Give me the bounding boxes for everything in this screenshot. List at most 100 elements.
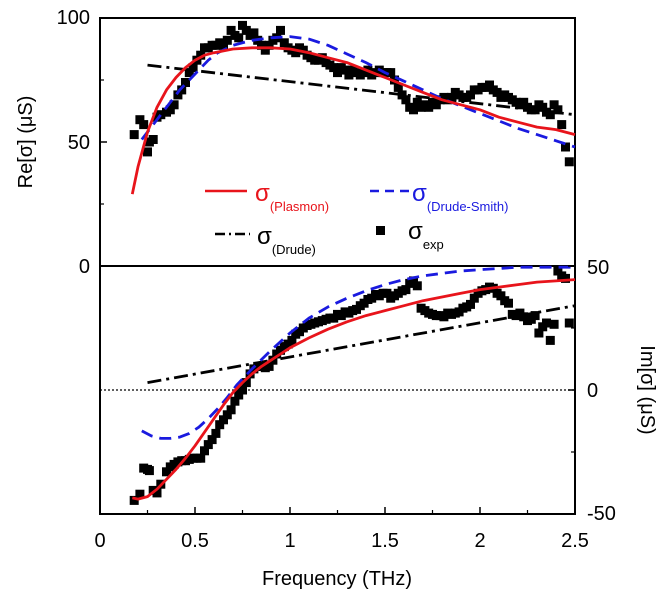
data-point-exp-34: [260, 45, 270, 55]
series-line-drude: [147, 304, 576, 384]
y-tick-label-1: 50: [68, 132, 90, 154]
data-point-exp-74: [412, 281, 422, 291]
data-point-exp-0: [129, 130, 139, 140]
data-point-exp-79: [431, 100, 441, 110]
data-point-exp-42: [291, 48, 301, 58]
data-point-exp-29: [241, 378, 251, 388]
data-point-exp-10: [169, 100, 179, 110]
data-point-exp-7: [156, 110, 166, 120]
legend: σ(Plasmon) σ(Drude-Smith) σ(Drude) σexp: [205, 180, 508, 257]
top-plot-frame: [99, 17, 576, 267]
data-point-exp-28: [238, 20, 247, 30]
legend-entry-plasmon: σ(Plasmon): [255, 180, 329, 214]
data-point-exp-88: [466, 90, 475, 100]
x-tick-label-0: 0: [94, 530, 105, 552]
data-point-exp-69: [393, 82, 403, 92]
data-point-exp-71: [401, 95, 411, 105]
y-tick-label-0: 0: [79, 256, 90, 278]
data-point-exp-96: [496, 291, 506, 301]
data-point-exp-71: [401, 285, 411, 295]
data-point-exp-24: [222, 35, 232, 45]
data-point-exp-35: [264, 40, 274, 50]
data-point-exp-67: [386, 68, 396, 78]
y-tick-label-0: -50: [587, 503, 616, 525]
y-tick-label-2: 100: [57, 7, 90, 29]
data-point-exp-83: [447, 92, 456, 102]
data-point-exp-111: [553, 105, 563, 115]
top-y-axis-title: Re[σ] (μS): [15, 96, 37, 189]
data-point-exp-77: [424, 102, 434, 112]
data-point-exp-0: [129, 495, 139, 505]
data-point-exp-28: [238, 385, 247, 395]
data-point-exp-27: [234, 390, 244, 400]
data-point-exp-111: [553, 266, 563, 276]
data-point-exp-41: [287, 335, 297, 345]
data-point-exp-114: [564, 318, 574, 328]
data-point-exp-88: [466, 299, 475, 309]
data-point-exp-23: [219, 40, 228, 50]
data-point-exp-29: [241, 25, 251, 35]
data-point-exp-35: [264, 361, 274, 371]
bottom-data-marks: [129, 265, 576, 505]
data-point-exp-25: [226, 405, 236, 415]
data-point-exp-89: [469, 293, 479, 303]
bottom-y-axis-title: Im[σ] (μS): [636, 345, 658, 434]
data-point-exp-23: [219, 415, 228, 425]
data-point-exp-20: [207, 435, 217, 445]
data-point-exp-25: [226, 25, 236, 35]
data-point-exp-5: [148, 135, 158, 144]
data-point-exp-21: [211, 428, 221, 438]
x-axis-title: Frequency (THz): [262, 568, 412, 590]
x-tick-label-5: 2.5: [561, 530, 589, 552]
data-point-exp-18: [200, 446, 209, 456]
data-point-exp-13: [181, 78, 190, 87]
legend-entry-drude-smith: σ(Drude-Smith): [412, 180, 508, 214]
data-point-exp-98: [504, 298, 513, 308]
data-point-exp-73: [409, 105, 418, 115]
data-point-exp-112: [557, 120, 567, 130]
data-point-exp-113: [561, 273, 570, 283]
data-point-exp-39: [279, 38, 289, 48]
legend-entry-drude: σ(Drude): [257, 223, 316, 257]
data-point-exp-2: [139, 120, 149, 130]
top-data-marks: [129, 20, 576, 195]
legend-swatch-exp: [376, 226, 385, 235]
y-tick-label-1: 0: [587, 380, 598, 402]
top-panel-re-sigma: 0 50 100 Re[σ] (μS): [15, 7, 576, 278]
data-point-exp-3: [143, 147, 152, 157]
data-point-exp-31: [249, 28, 259, 38]
data-point-exp-74: [412, 97, 422, 107]
data-point-exp-1: [135, 489, 145, 499]
data-point-exp-17: [196, 50, 206, 60]
bottom-y-ticks: -50 0 50: [568, 257, 616, 525]
x-ticks: 0 0.5 1 1.5 2 2.5: [94, 507, 589, 552]
data-point-exp-56: [344, 70, 354, 80]
data-point-exp-15: [188, 63, 198, 73]
data-point-exp-49: [317, 53, 327, 63]
data-point-exp-110: [549, 319, 559, 329]
data-point-exp-93: [485, 80, 494, 90]
data-point-exp-38: [276, 25, 285, 35]
y-tick-label-2: 50: [587, 257, 609, 279]
data-point-exp-107: [538, 102, 548, 112]
data-point-exp-33: [257, 40, 266, 50]
data-point-exp-113: [561, 142, 570, 152]
data-point-exp-55: [340, 65, 350, 75]
data-point-exp-19: [203, 440, 213, 450]
series-line-drude-smith: [140, 35, 576, 149]
data-point-exp-4: [144, 466, 154, 476]
data-point-exp-114: [564, 157, 574, 167]
data-point-exp-73: [409, 276, 418, 286]
data-point-exp-24: [222, 410, 232, 420]
data-point-exp-102: [519, 97, 529, 107]
data-point-exp-109: [545, 110, 555, 120]
data-point-exp-105: [530, 311, 540, 321]
bottom-panel-im-sigma: -50 0 50 0 0.5 1 1.5 2 2.5 Frequency (THz) Im[σ…: [94, 257, 658, 590]
data-point-exp-66: [382, 288, 392, 298]
series-line-plasmon: [130, 46, 576, 195]
data-point-exp-27: [234, 33, 244, 43]
data-point-exp-95: [492, 87, 502, 97]
x-tick-label-1: 0.5: [181, 530, 209, 552]
x-tick-label-3: 1.5: [371, 530, 399, 552]
